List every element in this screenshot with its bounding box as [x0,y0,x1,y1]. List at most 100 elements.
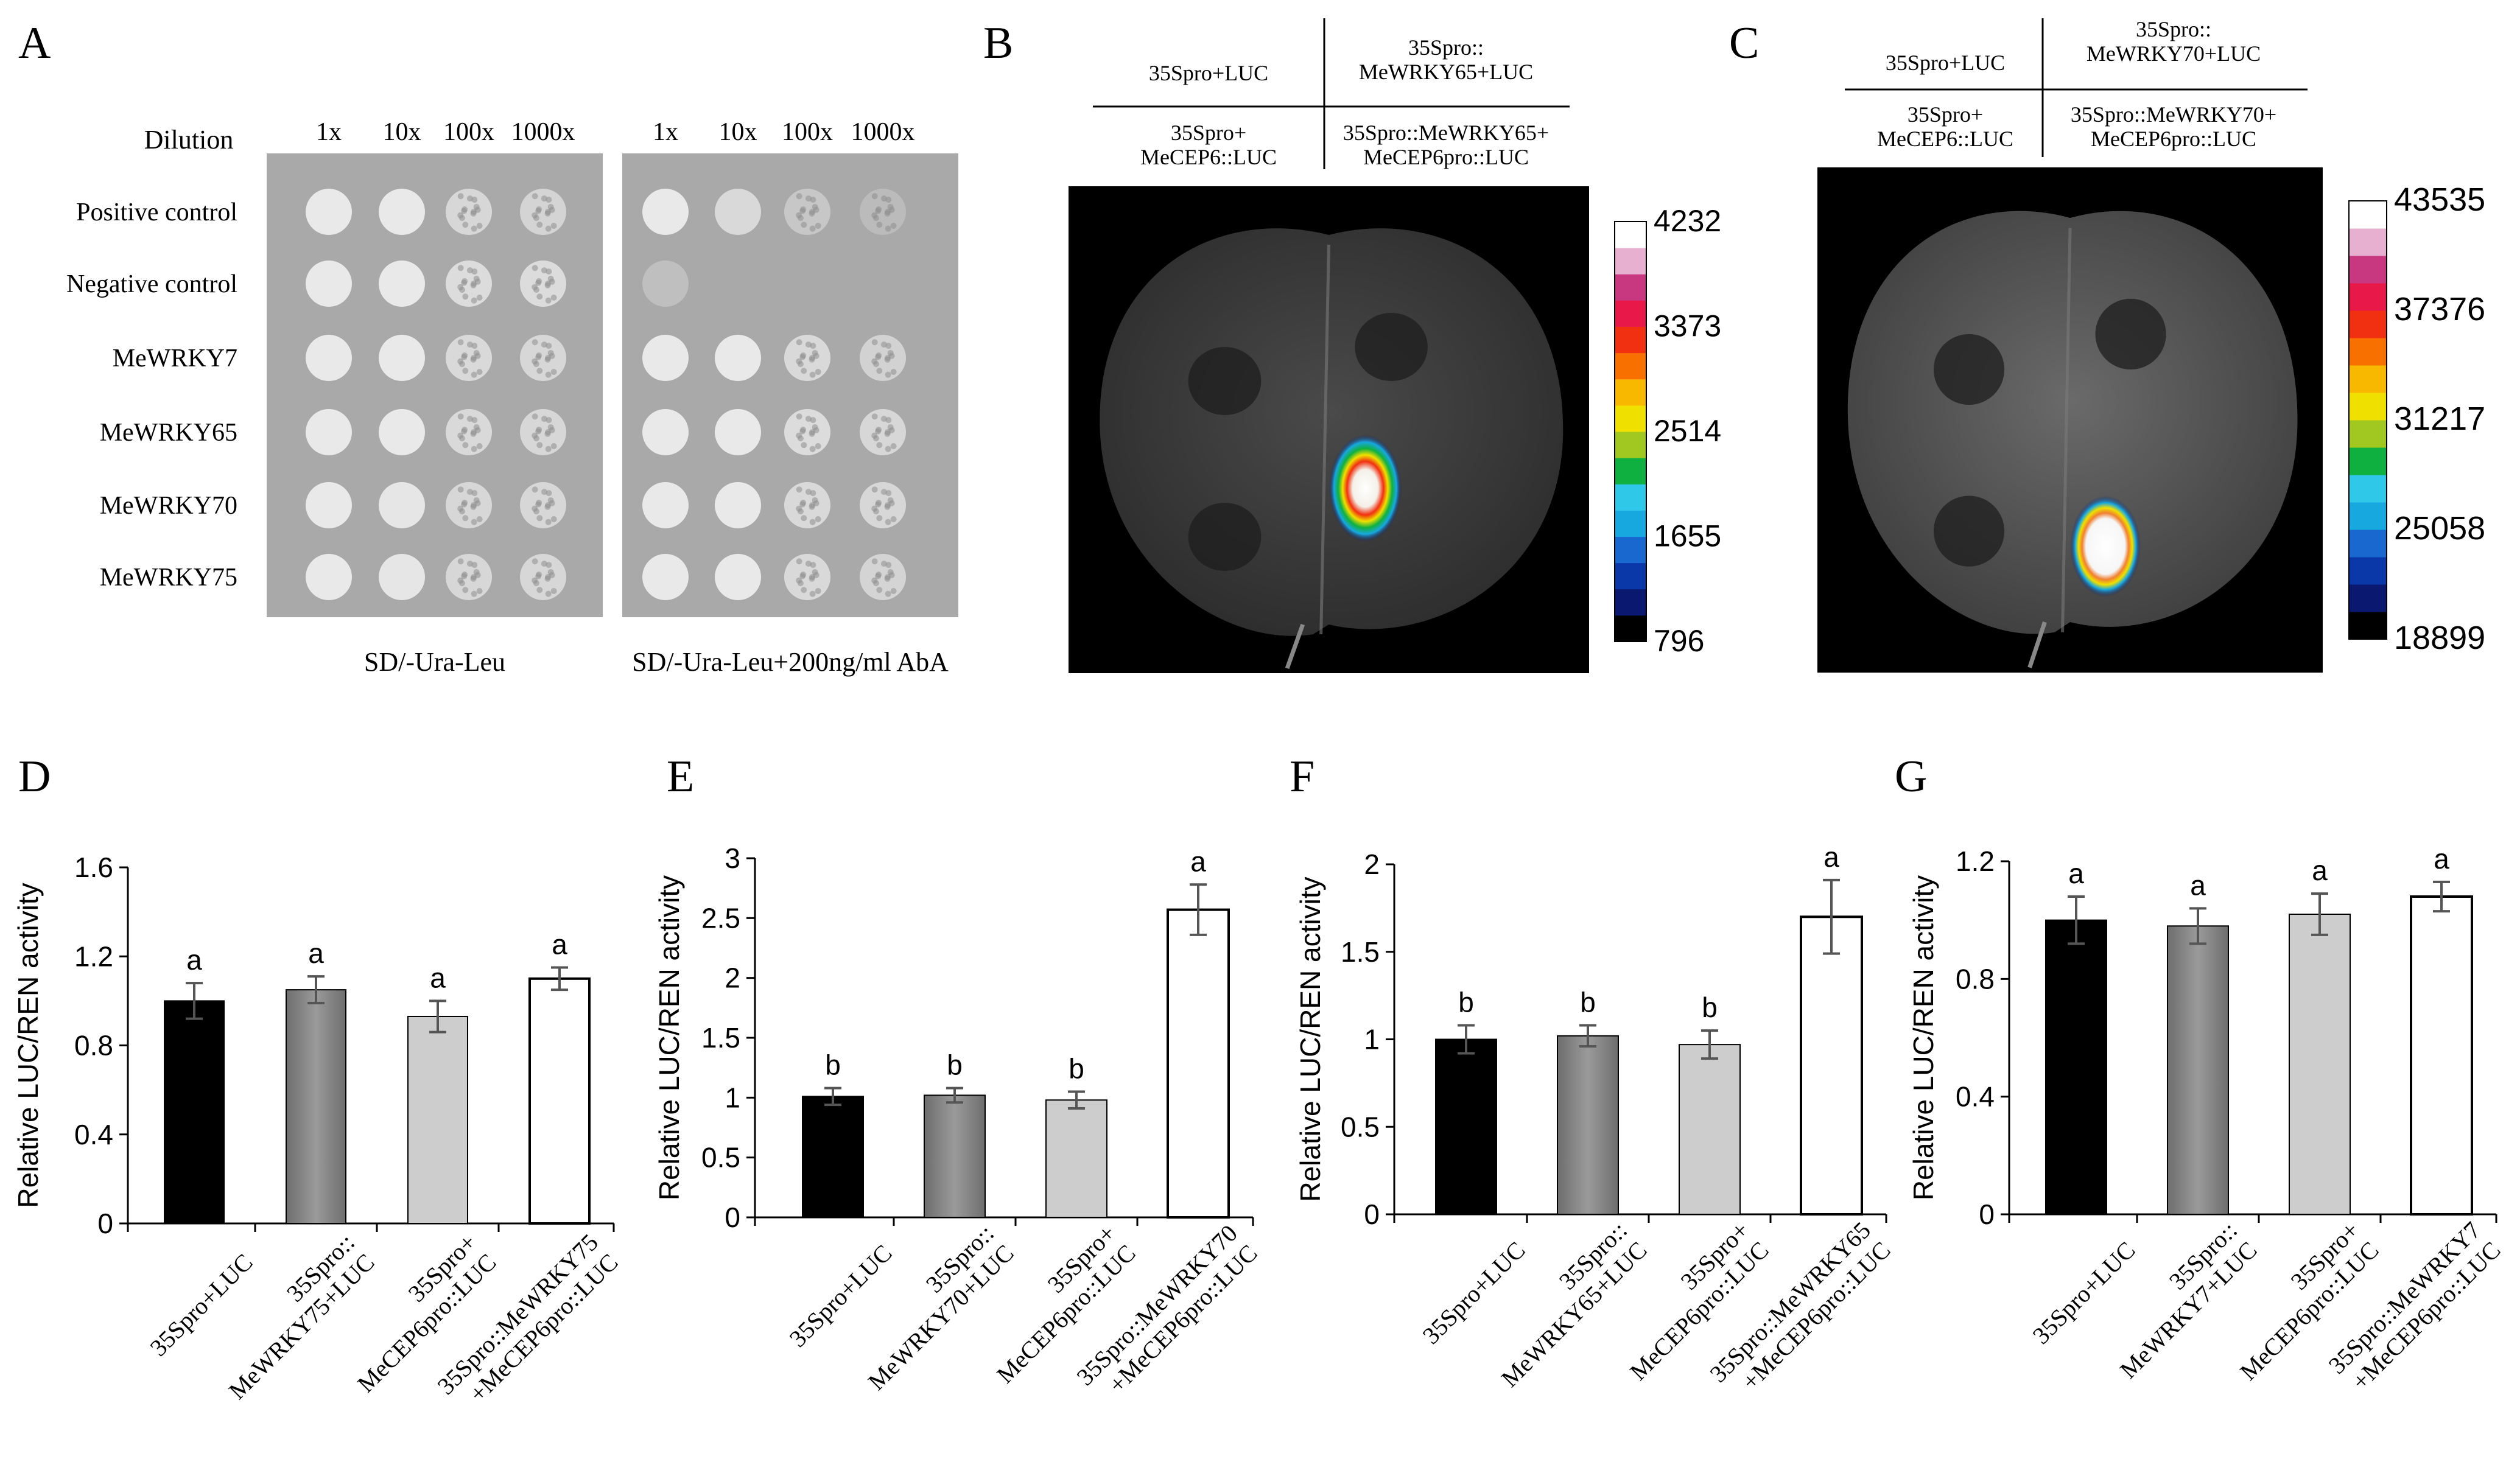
panel-letter-f: F [1290,752,1314,802]
colorbar-segment [2349,393,2387,421]
colorbar-tick-label: 1655 [1654,519,1721,553]
colony-grain [457,577,464,584]
colony-grain [550,369,557,376]
quadrant-label-top-right: 35Spro::MeWRKY65+LUC [1359,35,1533,84]
colorbar-segment [2349,365,2387,393]
colony-grain [885,562,892,569]
colony-grain [885,519,891,525]
colorbar-segment [1615,274,1646,301]
y-tick-label: 2 [1364,848,1380,880]
colony-grain [476,369,483,376]
colony-grain [876,571,882,578]
y-tick-label: 0.5 [1341,1111,1380,1142]
y-tick-label: 1 [1364,1024,1380,1055]
colony-grain [549,352,555,359]
x-category-label-line: 35Spro+LUC [145,1248,258,1362]
dilution-header-10x: 10x [719,118,757,146]
colony-grain [545,446,552,452]
colony-grain [809,371,816,378]
quadrant-label-top-right-line: MeWRKY70+LUC [2087,41,2261,66]
colony-grain [876,426,882,433]
yeast-colony [306,409,352,455]
colony-grain [809,210,815,217]
colony-grain [885,371,891,378]
colony-grain [884,356,891,363]
colony-grain [546,197,552,203]
colorbar-segment [2349,338,2387,366]
colony-grain [476,516,483,523]
dilution-header-100x: 100x [443,118,494,146]
yeast-colony [642,189,689,235]
infiltration-spot [2095,298,2166,369]
yeast-colony [446,554,492,600]
colorbar-segment [2349,447,2387,475]
row-label: MeWRKY75 [100,564,237,592]
quadrant-label-bottom-right: 35Spro::MeWRKY70+MeCEP6pro::LUC [2071,102,2276,151]
colony-grain [470,503,477,510]
x-category-label-line: 35Spro+LUC [2027,1236,2141,1349]
yeast-colony [642,554,689,600]
yeast-colony [306,189,352,235]
colony-grain [550,295,557,301]
yeast-colony [446,409,492,455]
row-label: MeWRKY70 [100,492,237,520]
colony-grain [457,558,464,565]
colony-grain [536,515,543,522]
significance-letter: b [825,1049,841,1081]
dilution-header-1000x: 1000x [851,118,915,146]
significance-letter: b [1702,992,1718,1023]
colorbar-segment [1615,300,1646,327]
colony-grain [471,490,478,497]
colony-grain [871,486,878,493]
colony-grain [871,505,878,512]
colony-grain [546,343,552,349]
y-axis-label: Relative LUC/REN activity [12,883,44,1208]
x-category-label-line: 35Spro+LUC [784,1239,897,1352]
bar [2045,919,2107,1215]
y-tick-label: 1.2 [74,940,113,972]
yeast-colony [520,189,566,235]
significance-letter: a [430,962,446,993]
colony-grain [885,343,892,349]
colony-grain [871,339,878,346]
colony-grain [545,519,552,525]
y-tick-label: 3 [725,842,740,874]
colony-grain [810,343,816,349]
leaf-midrib [2061,228,2072,632]
yeast-colony [446,482,492,528]
panel-letter-c: C [1729,18,1759,68]
quadrant-label-top-left: 35Spro+LUC [1886,51,2005,75]
y-tick-label: 2.5 [701,902,740,934]
colony-grain [888,206,895,213]
colorbar-frame [2348,200,2387,640]
yeast-colony [306,554,352,600]
colony-grain [549,206,555,213]
quadrant-label-bottom-left-line: MeCEP6::LUC [1877,127,2013,151]
colony-grain [890,516,897,523]
significance-letter: a [2068,858,2084,889]
quadrant-label-top-right: 35Spro::MeWRKY70+LUC [2087,17,2261,66]
y-tick-label: 2 [725,962,740,994]
quadrant-label-bottom-right: 35Spro::MeWRKY65+MeCEP6pro::LUC [1343,121,1549,169]
colony-grain [536,587,543,593]
yeast-colony [446,189,492,235]
colony-grain [796,486,802,493]
yeast-colony [784,335,830,381]
colorbar-segment [1615,562,1646,590]
leaf-petiole [2027,621,2047,668]
y-tick-label: 0.4 [1956,1081,1995,1113]
colony-grain [549,500,555,506]
colony-grain [462,278,468,284]
significance-letter: b [1580,987,1596,1018]
yeast-colony [642,335,689,381]
colony-grain [462,499,468,506]
colony-grain [800,571,807,578]
colony-grain [871,558,878,565]
colony-grain [544,575,551,582]
colony-grain [810,417,816,424]
leaf [1100,228,1564,636]
colorbar-tick-label: 2514 [1654,414,1721,448]
colony-grain [810,562,816,569]
yeast-colony [642,482,689,528]
luciferase-signal [2070,495,2141,597]
